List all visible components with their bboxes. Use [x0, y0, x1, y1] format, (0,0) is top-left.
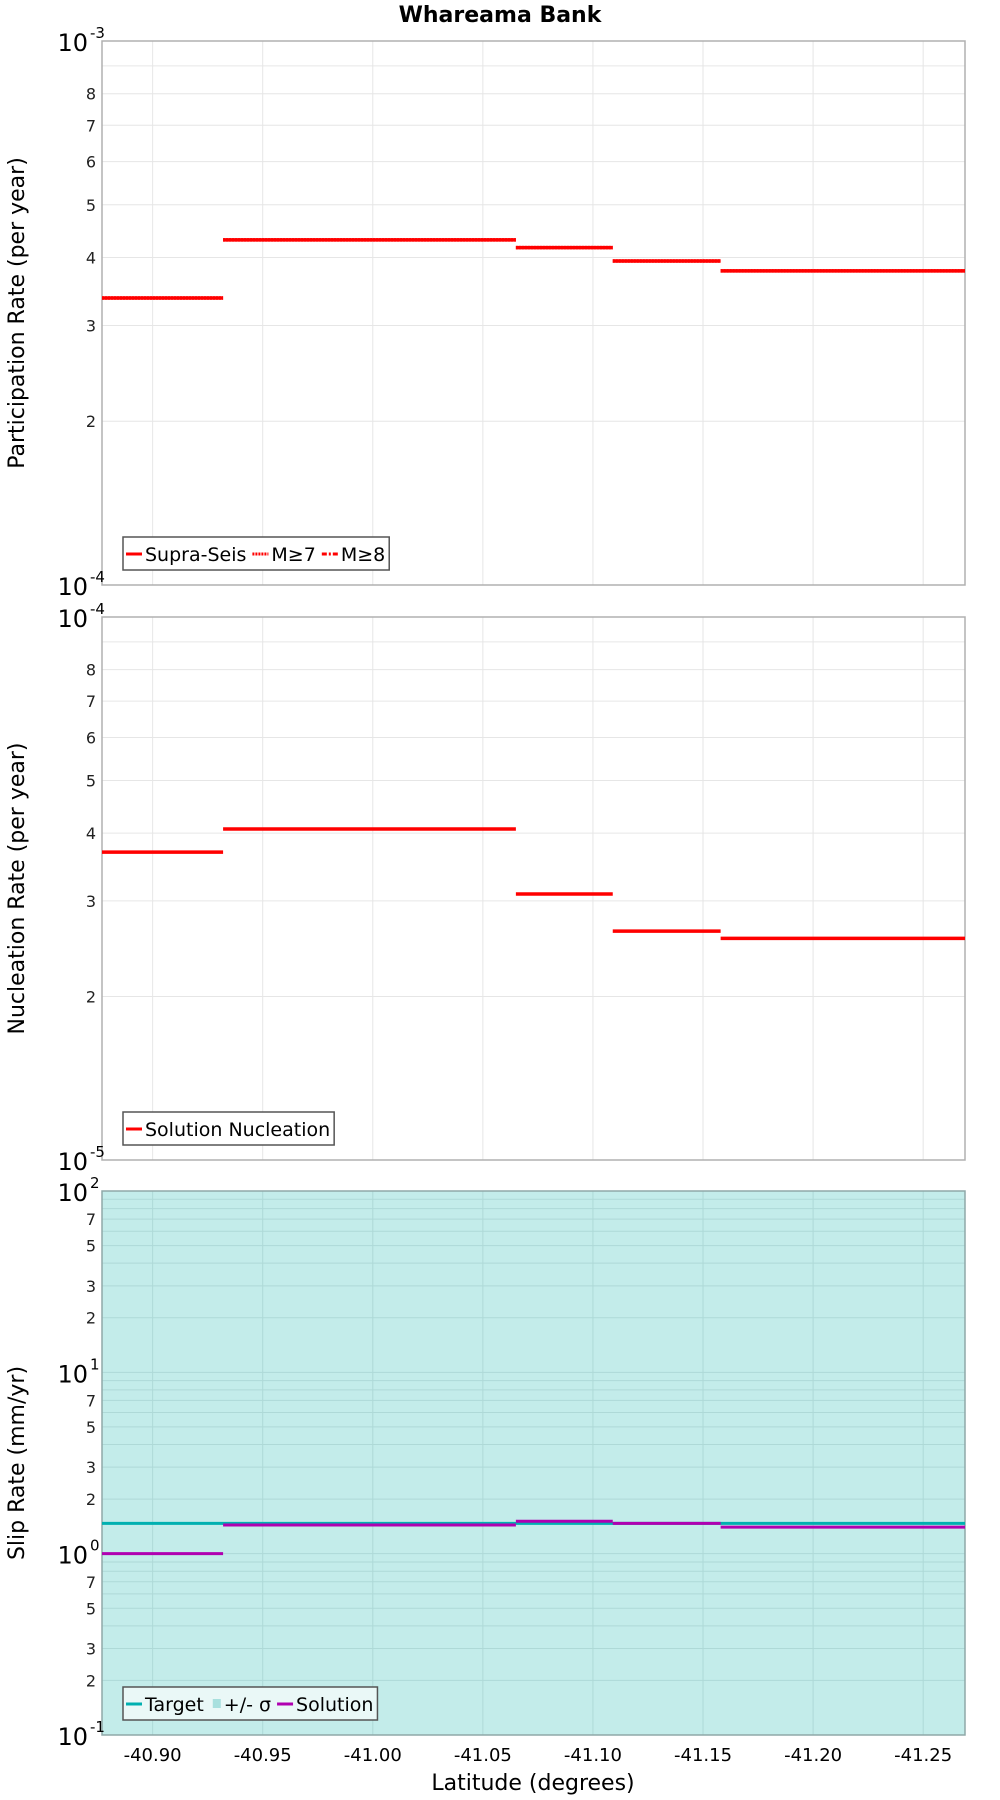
y-tick-minor: 7 [86, 692, 96, 711]
x-tick-label: -40.95 [234, 1745, 292, 1766]
y-tick-minor: 7 [86, 1391, 96, 1410]
y-tick-minor: 3 [86, 1277, 96, 1296]
legend-box [122, 1111, 335, 1146]
x-tick-label: -41.25 [894, 1745, 952, 1766]
y-tick-minor: 8 [86, 661, 96, 680]
legend-label: Solution [296, 1694, 373, 1716]
y-tick-major: 10 [57, 605, 88, 633]
chart-title: Whareama Bank [399, 3, 603, 28]
x-axis: -40.90 -40.95 -41.00 -41.05 -41.10 -41.15 -41.… [124, 1745, 953, 1766]
y-tick-major: 10 [57, 573, 88, 601]
legend-label: M≥8 [341, 544, 385, 566]
y-axis-label: Participation Rate (per year) [5, 157, 30, 469]
y-tick-minor: 6 [86, 153, 96, 172]
plot-background [102, 617, 965, 1160]
y-tick-major: 10 [57, 1360, 88, 1388]
y-tick-minor: 2 [86, 412, 96, 431]
x-tick-label: -41.15 [674, 1745, 732, 1766]
y-tick-minor: 5 [86, 1237, 96, 1256]
x-axis-label: Latitude (degrees) [431, 1771, 634, 1796]
legend: Supra-Seis M≥7 M≥8 [122, 536, 390, 571]
x-tick-label: -41.00 [344, 1745, 402, 1766]
y-tick-exponent: 0 [90, 1537, 100, 1555]
sigma-band [102, 1191, 965, 1735]
y-tick-major: 10 [57, 1179, 88, 1207]
y-tick-minor: 7 [86, 116, 96, 135]
y-tick-minor: 2 [86, 988, 96, 1007]
y-tick-minor: 2 [86, 1671, 96, 1690]
y-tick-minor: 6 [86, 728, 96, 747]
y-tick-minor: 2 [86, 1309, 96, 1328]
y-tick-minor: 5 [86, 771, 96, 790]
legend-label: Solution Nucleation [145, 1119, 330, 1141]
x-tick-label: -41.10 [564, 1745, 622, 1766]
legend: Target +/- σ Solution [122, 1686, 379, 1721]
y-tick-minor: 5 [86, 196, 96, 215]
y-tick-minor: 4 [86, 248, 96, 267]
y-axis-label: Slip Rate (mm/yr) [5, 1366, 30, 1560]
y-tick-minor: 4 [86, 824, 96, 843]
y-axis-label: Nucleation Rate (per year) [5, 743, 30, 1035]
y-tick-minor: 7 [86, 1210, 96, 1229]
legend-label: Target [144, 1694, 204, 1716]
y-tick-exponent: -3 [90, 24, 105, 42]
y-tick-exponent: -5 [90, 1143, 105, 1161]
x-tick-label: -41.05 [454, 1745, 512, 1766]
y-tick-exponent: -4 [90, 600, 105, 618]
legend-label: +/- σ [224, 1694, 271, 1716]
x-tick-label: -40.90 [124, 1745, 182, 1766]
y-tick-minor: 5 [86, 1599, 96, 1618]
y-tick-minor: 2 [86, 1490, 96, 1509]
legend-label: M≥7 [271, 544, 315, 566]
y-tick-major: 10 [57, 1542, 88, 1570]
y-tick-minor: 5 [86, 1418, 96, 1437]
y-tick-exponent: -4 [90, 568, 105, 586]
legend-box [122, 1686, 379, 1721]
legend-swatch [212, 1699, 221, 1708]
y-tick-major: 10 [57, 1148, 88, 1176]
plot-frame [101, 1190, 966, 1736]
legend: Solution Nucleation [122, 1111, 335, 1146]
x-tick-label: -41.20 [784, 1745, 842, 1766]
plot-frame [101, 40, 966, 586]
y-tick-minor: 3 [86, 1458, 96, 1477]
y-tick-exponent: 2 [90, 1174, 100, 1192]
y-tick-minor: 7 [86, 1573, 96, 1592]
y-tick-exponent: -1 [90, 1718, 105, 1736]
y-tick-minor: 3 [86, 1639, 96, 1658]
plot-frame [101, 616, 966, 1161]
y-tick-minor: 3 [86, 892, 96, 911]
y-tick-major: 10 [57, 1723, 88, 1751]
y-tick-major: 10 [57, 29, 88, 57]
y-tick-exponent: 1 [90, 1355, 100, 1373]
legend-label: Supra-Seis [145, 544, 246, 566]
y-tick-minor: 3 [86, 316, 96, 335]
y-tick-minor: 8 [86, 85, 96, 104]
plot-background [102, 41, 965, 585]
